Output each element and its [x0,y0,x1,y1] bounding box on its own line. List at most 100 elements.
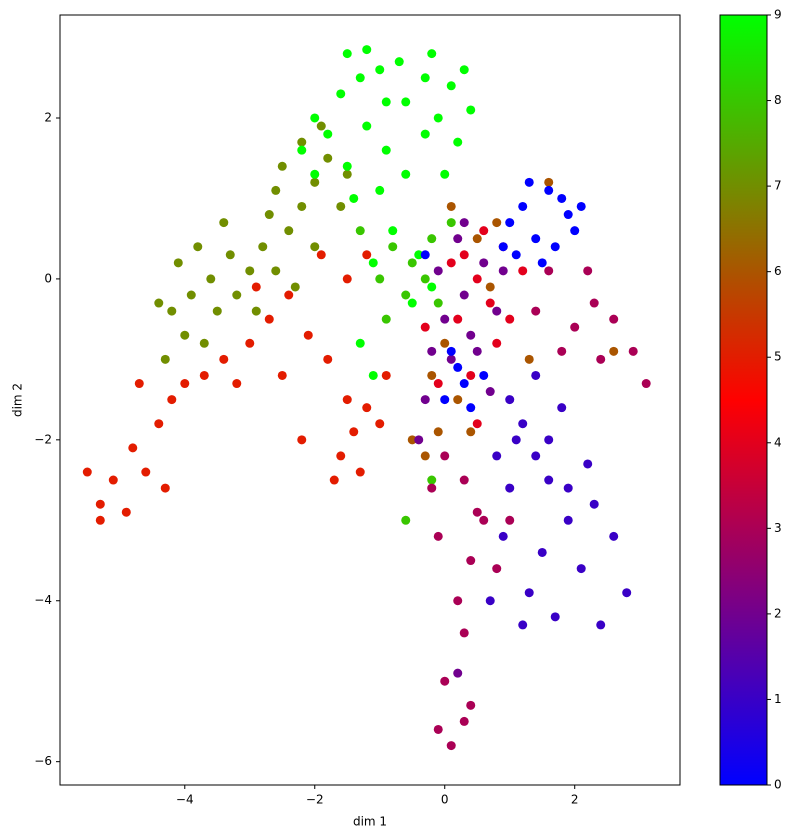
point [427,475,437,485]
point [557,346,567,356]
point [589,499,599,509]
point [466,556,476,566]
point [407,258,417,268]
point [563,210,573,220]
point [342,49,352,59]
point [459,716,469,726]
point [596,620,606,630]
point [433,298,443,308]
point [336,89,346,99]
point [401,290,411,300]
point [141,467,151,477]
y-tick-label: 2 [44,110,52,124]
point [427,49,437,59]
point [355,467,365,477]
point [394,57,404,67]
point [570,322,580,332]
point [531,234,541,244]
x-tick-label: −4 [176,793,194,807]
point [420,395,430,405]
point [381,97,391,107]
point [498,242,508,252]
colorbar-tick-label: 6 [774,264,782,278]
point [563,483,573,493]
point [362,121,372,131]
point [258,242,268,252]
point [310,169,320,179]
point [362,403,372,413]
y-tick-label: −4 [34,593,52,607]
point [524,177,534,187]
point [420,129,430,139]
point [466,403,476,413]
point [537,547,547,557]
point [544,266,554,276]
point [446,258,456,268]
point [492,564,502,574]
point [472,346,482,356]
point [414,250,424,260]
colorbar-tick-label: 9 [774,8,782,22]
point [583,266,593,276]
point [446,218,456,228]
point [316,121,326,131]
point [479,370,489,380]
point [420,274,430,284]
point [518,201,528,211]
point [355,226,365,236]
point [628,346,638,356]
colorbar-tick-label: 4 [774,435,782,449]
point [466,370,476,380]
point [154,419,164,429]
point [433,531,443,541]
point [459,65,469,75]
point [310,242,320,252]
point [297,201,307,211]
y-tick-label: −6 [34,754,52,768]
point [251,306,261,316]
point [498,531,508,541]
point [557,403,567,413]
point [186,290,196,300]
point [401,97,411,107]
point [355,338,365,348]
point [544,185,554,195]
point [342,161,352,171]
point [95,499,105,509]
point [271,185,281,195]
point [245,266,255,276]
point [342,395,352,405]
point [446,81,456,91]
point [576,201,586,211]
point [505,483,515,493]
point [232,379,242,389]
point [310,177,320,187]
point [290,282,300,292]
point [453,362,463,372]
point [511,435,521,445]
point [505,218,515,228]
point [433,724,443,734]
point [453,137,463,147]
point [375,274,385,284]
point [440,676,450,686]
point [219,354,229,364]
point [518,620,528,630]
point [511,250,521,260]
point [466,427,476,437]
point [485,596,495,606]
point [180,379,190,389]
point [466,330,476,340]
point [375,419,385,429]
point [297,435,307,445]
point [342,169,352,179]
point [609,531,619,541]
point [440,395,450,405]
point [459,218,469,228]
point [524,588,534,598]
point [531,370,541,380]
point [433,266,443,276]
point [154,298,164,308]
point [537,258,547,268]
point [576,564,586,574]
